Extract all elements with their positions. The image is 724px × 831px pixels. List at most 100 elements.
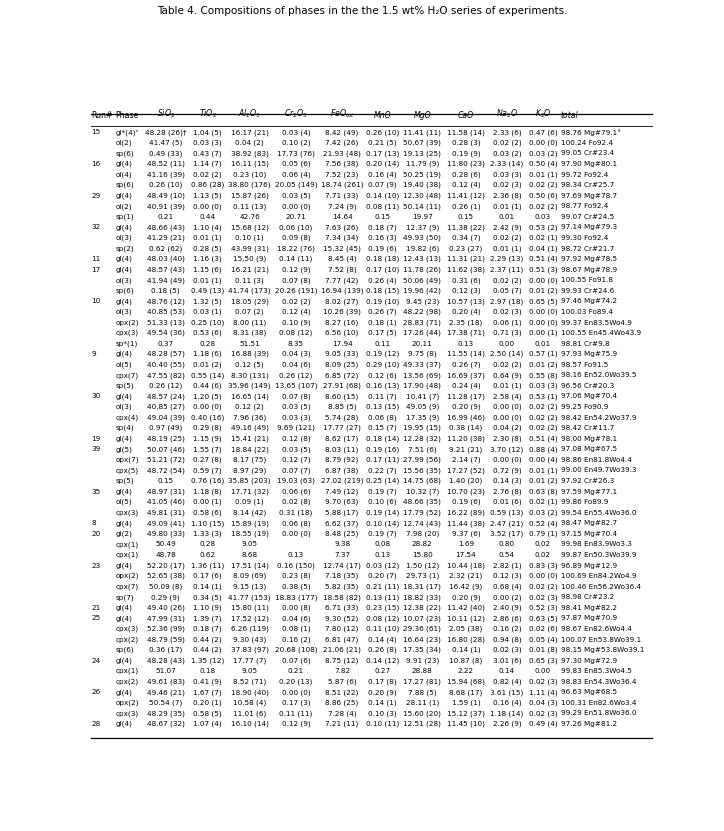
Text: 11.78 (26): 11.78 (26) <box>403 267 441 273</box>
Text: 0.19 (7): 0.19 (7) <box>369 531 397 537</box>
Text: 16.69 (37): 16.69 (37) <box>447 372 485 379</box>
Text: 0.03 (2): 0.03 (2) <box>492 150 521 157</box>
Text: sp(6): sp(6) <box>116 288 134 294</box>
Text: 0.02 (2): 0.02 (2) <box>492 140 521 146</box>
Text: 16.99 (46): 16.99 (46) <box>447 415 485 420</box>
Text: 0.00 (0): 0.00 (0) <box>529 319 557 326</box>
Text: 0.06 (8): 0.06 (8) <box>282 520 310 527</box>
Text: 0.06 (8): 0.06 (8) <box>369 415 397 420</box>
Text: 12.37 (9): 12.37 (9) <box>405 224 439 231</box>
Text: 8.14 (42): 8.14 (42) <box>233 509 266 516</box>
Text: 50.49: 50.49 <box>155 542 176 548</box>
Text: 2.86 (6): 2.86 (6) <box>492 615 521 622</box>
Text: 6.85 (72): 6.85 (72) <box>326 372 358 379</box>
Text: 18.31 (17): 18.31 (17) <box>403 583 441 590</box>
Text: 2.42 (9): 2.42 (9) <box>492 224 521 231</box>
Text: 0.02 (3): 0.02 (3) <box>492 182 521 189</box>
Text: 0.44 (6): 0.44 (6) <box>193 383 222 389</box>
Text: 47.55 (82): 47.55 (82) <box>147 372 185 379</box>
Text: 0.49 (13): 0.49 (13) <box>191 288 224 294</box>
Text: 52.36 (99): 52.36 (99) <box>147 626 185 632</box>
Text: 0.00 (0): 0.00 (0) <box>492 404 521 411</box>
Text: 0.57 (1): 0.57 (1) <box>529 351 557 357</box>
Text: 0.52 (4): 0.52 (4) <box>529 520 557 527</box>
Text: 0.58 (6): 0.58 (6) <box>193 509 222 516</box>
Text: 7.80 (12): 7.80 (12) <box>326 626 358 632</box>
Text: 0.26 (12): 0.26 (12) <box>279 372 313 379</box>
Text: 0.02 (2): 0.02 (2) <box>529 182 557 189</box>
Text: 0.17 (3): 0.17 (3) <box>282 700 310 706</box>
Text: 8.62 (17): 8.62 (17) <box>326 435 358 442</box>
Text: 11.01 (6): 11.01 (6) <box>233 711 266 716</box>
Text: FeO$_{tot}$: FeO$_{tot}$ <box>329 108 355 120</box>
Text: 20.68 (108): 20.68 (108) <box>274 647 317 653</box>
Text: 0.02 (3): 0.02 (3) <box>492 647 521 653</box>
Text: 14.64: 14.64 <box>332 214 353 220</box>
Text: 0.14: 0.14 <box>499 668 515 674</box>
Text: 3.01 (6): 3.01 (6) <box>492 657 521 664</box>
Text: 0.12 (4): 0.12 (4) <box>452 182 480 189</box>
Text: 98.00 Mg#78.1: 98.00 Mg#78.1 <box>561 435 617 442</box>
Text: 8: 8 <box>92 520 96 526</box>
Text: 0.01 (1): 0.01 (1) <box>492 383 521 389</box>
Text: 7.52 (8): 7.52 (8) <box>328 267 356 273</box>
Text: 98.76 Mg#79.1°: 98.76 Mg#79.1° <box>561 129 621 135</box>
Text: 0.10 (1): 0.10 (1) <box>235 234 264 241</box>
Text: 0.02 (3): 0.02 (3) <box>492 309 521 315</box>
Text: 9.21 (21): 9.21 (21) <box>450 446 483 453</box>
Text: 48.67 (32): 48.67 (32) <box>147 720 185 727</box>
Text: 7.37: 7.37 <box>334 552 350 558</box>
Text: 50.07 (46): 50.07 (46) <box>147 446 185 453</box>
Text: 1.36 (11): 1.36 (11) <box>191 563 224 568</box>
Text: gl(4): gl(4) <box>116 615 132 622</box>
Text: ol(5): ol(5) <box>116 499 132 505</box>
Text: 20.26 (191): 20.26 (191) <box>274 288 317 294</box>
Text: 2.40 (9): 2.40 (9) <box>492 605 521 611</box>
Text: 2.35 (18): 2.35 (18) <box>450 319 483 326</box>
Text: 7.28 (4): 7.28 (4) <box>328 711 356 716</box>
Text: 0.08: 0.08 <box>374 542 391 548</box>
Text: 0.11 (13): 0.11 (13) <box>233 203 266 209</box>
Text: gl(4): gl(4) <box>116 657 132 664</box>
Text: 99.93 Cr#24.6: 99.93 Cr#24.6 <box>561 288 614 294</box>
Text: sp*(1): sp*(1) <box>116 341 138 347</box>
Text: 17.90 (48): 17.90 (48) <box>403 383 441 389</box>
Text: 0.37: 0.37 <box>158 341 174 347</box>
Text: 0.20 (9): 0.20 (9) <box>452 594 480 601</box>
Text: 1.35 (12): 1.35 (12) <box>191 657 224 664</box>
Text: 32: 32 <box>92 224 101 230</box>
Text: 48.29 (35): 48.29 (35) <box>147 711 185 716</box>
Text: ol(4): ol(4) <box>116 171 132 178</box>
Text: 0.22 (7): 0.22 (7) <box>369 467 397 474</box>
Text: 0.16 (4): 0.16 (4) <box>492 700 521 706</box>
Text: 0.28 (5): 0.28 (5) <box>193 245 222 252</box>
Text: 0.12 (8): 0.12 (8) <box>282 435 310 442</box>
Text: 99.86 Fo89.9: 99.86 Fo89.9 <box>561 499 608 505</box>
Text: 17.77 (7): 17.77 (7) <box>233 657 266 664</box>
Text: 0.21 (5): 0.21 (5) <box>369 140 397 146</box>
Text: 99.00 En49.7Wo39.3: 99.00 En49.7Wo39.3 <box>561 468 636 474</box>
Text: 0.16 (13): 0.16 (13) <box>366 383 400 389</box>
Text: 0.36 (17): 0.36 (17) <box>149 647 182 653</box>
Text: 1.18 (6): 1.18 (6) <box>193 351 222 357</box>
Text: cpx(2): cpx(2) <box>116 637 139 642</box>
Text: 8.85 (5): 8.85 (5) <box>328 404 356 411</box>
Text: 49.05 (9): 49.05 (9) <box>405 404 439 411</box>
Text: 8.42 (49): 8.42 (49) <box>326 129 358 135</box>
Text: 0.03 (4): 0.03 (4) <box>282 129 310 135</box>
Text: 9: 9 <box>92 352 96 357</box>
Text: 0.14 (1): 0.14 (1) <box>193 583 222 590</box>
Text: 12.74 (17): 12.74 (17) <box>323 563 361 568</box>
Text: 0.09 (1): 0.09 (1) <box>235 499 264 505</box>
Text: 0.29 (9): 0.29 (9) <box>151 594 180 601</box>
Text: 0.06 (1): 0.06 (1) <box>492 319 521 326</box>
Text: 0.50 (6): 0.50 (6) <box>529 193 557 199</box>
Text: 49.09 (41): 49.09 (41) <box>147 520 185 527</box>
Text: 48.66 (43): 48.66 (43) <box>147 224 185 231</box>
Text: 48.66 (35): 48.66 (35) <box>403 499 441 505</box>
Text: 11.42 (40): 11.42 (40) <box>447 605 485 611</box>
Text: gl(2): gl(2) <box>116 531 132 537</box>
Text: 11.41 (12): 11.41 (12) <box>447 193 485 199</box>
Text: 0.63 (5): 0.63 (5) <box>529 615 557 622</box>
Text: 2.76 (8): 2.76 (8) <box>492 489 521 494</box>
